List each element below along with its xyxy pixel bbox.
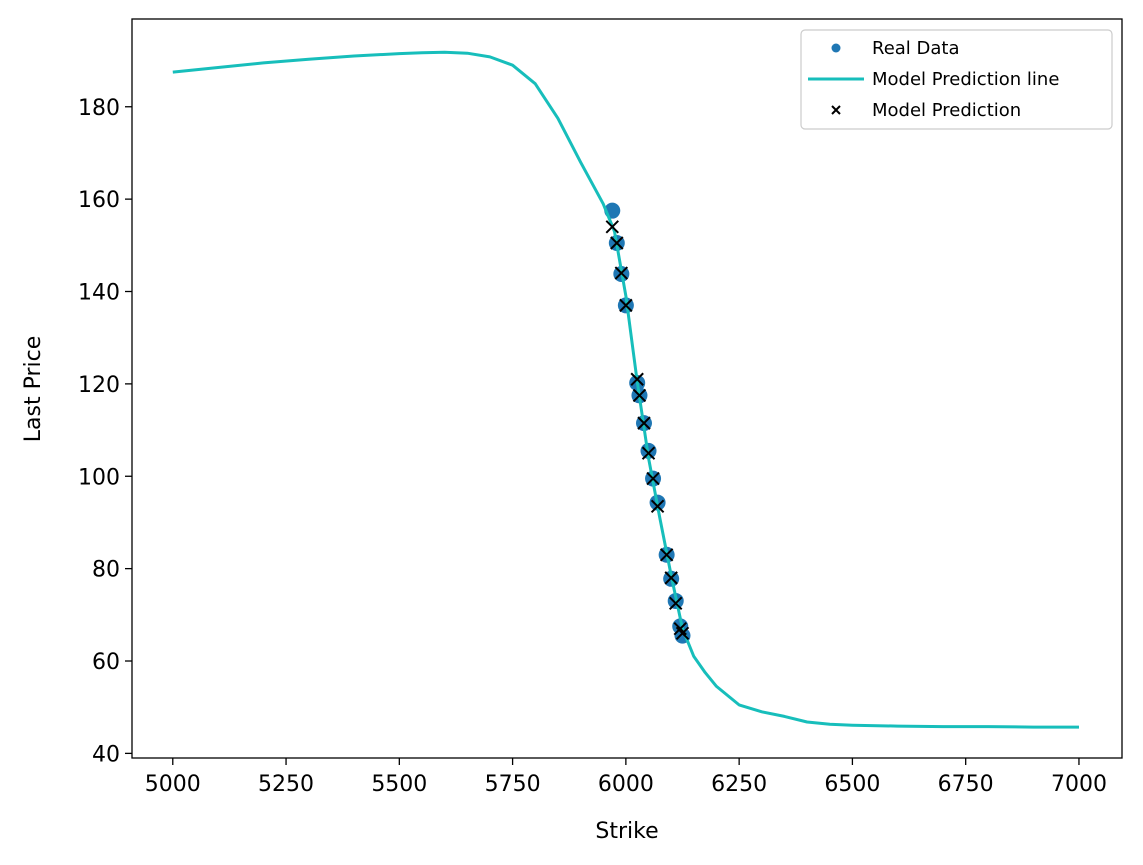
model-prediction-point: [637, 416, 651, 430]
x-tick-label: 5500: [371, 772, 427, 797]
y-tick-label: 40: [92, 742, 120, 767]
model-prediction-point: [610, 236, 624, 250]
model-prediction-point: [659, 548, 674, 562]
model-prediction-point: [614, 266, 629, 280]
x-tick-label: 6500: [824, 772, 880, 797]
x-axis: 5000 5250 5500 5750 6000 6250 6500 6750 7000: [145, 758, 1107, 797]
x-tick-label: 6000: [598, 772, 654, 797]
y-tick-label: 60: [92, 650, 120, 675]
y-axis-label: Last Price: [21, 336, 46, 443]
model-prediction-point: [675, 626, 690, 641]
x-tick-label: 5750: [485, 772, 541, 797]
y-tick-label: 80: [92, 558, 120, 583]
model-prediction-line: [172, 50, 1079, 729]
model-prediction-point: [605, 220, 619, 234]
legend-label-model-prediction: Model Prediction: [872, 100, 1021, 121]
model-prediction-point: [646, 471, 660, 486]
model-prediction-point: [664, 571, 678, 585]
legend-label-model-prediction-line: Model Prediction line: [872, 69, 1059, 90]
legend-label-real-data: Real Data: [872, 38, 960, 59]
x-tick-label: 5000: [145, 772, 201, 797]
x-tick-label: 5250: [258, 772, 314, 797]
legend-marker-model-prediction: [831, 105, 841, 115]
plot-frame: [131, 18, 1123, 759]
model-prediction-point: [641, 446, 656, 460]
y-tick-label: 100: [78, 465, 120, 490]
model-prediction-point: [632, 388, 647, 403]
y-tick-label: 180: [78, 96, 120, 121]
y-tick-label: 160: [78, 188, 120, 213]
legend-box: [800, 29, 1113, 130]
x-axis-label: Strike: [595, 819, 658, 844]
model-prediction-point: [630, 372, 644, 386]
plot-series: [172, 50, 1079, 729]
legend-marker-real-data: [831, 43, 841, 53]
x-tick-label: 6250: [711, 772, 767, 797]
model-prediction-point: [668, 596, 683, 610]
model-prediction-point: [650, 499, 665, 513]
y-axis: 40 60 80 100 120 140 160 180: [78, 96, 132, 767]
x-tick-label: 7000: [1051, 772, 1107, 797]
y-tick-label: 120: [78, 373, 120, 398]
model-prediction-point: [619, 298, 633, 313]
legend: Real Data Model Prediction line Model Pr…: [800, 29, 1113, 130]
y-tick-label: 140: [78, 281, 120, 306]
x-tick-label: 6750: [938, 772, 994, 797]
